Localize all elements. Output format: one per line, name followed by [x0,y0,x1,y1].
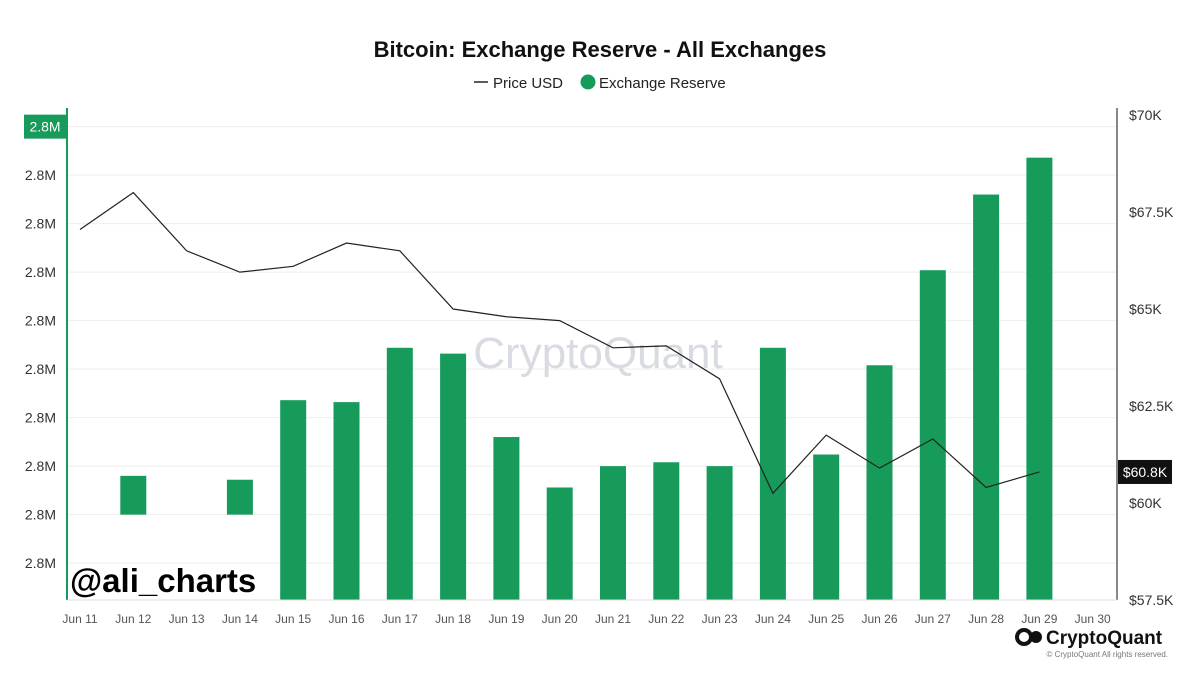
right-tick-label: $57.5K [1129,592,1174,608]
reserve-bar [706,466,733,600]
x-tick-label: Jun 18 [435,612,471,626]
legend-label-price: Price USD [493,75,563,92]
reserve-bar [1026,157,1053,600]
reserve-bar [600,466,626,600]
left-tick-label: 2.8M [25,410,56,426]
left-tick-label: 2.8M [25,361,56,377]
reserve-bar [546,487,573,600]
left-tick-label: 2.8M [25,264,56,280]
x-tick-label: Jun 16 [328,612,364,626]
x-axis-ticks: Jun 11 Jun 12 Jun 13 Jun 14 Jun 15 Jun 16 Jun … [62,612,1111,626]
left-axis-ticks: 2.8M2.8M2.8M2.8M2.8M2.8M2.8M2.8M2.8M2.8M [25,119,56,572]
reserve-bar [866,365,893,600]
brand-block: CryptoQuant © CryptoQuant All rights res… [1015,628,1169,659]
left-tick-label: 2.8M [25,458,56,474]
left-current-badge-bg [24,114,67,139]
x-tick-label: Jun 12 [115,612,151,626]
x-tick-label: Jun 23 [702,612,738,626]
legend-label-reserve: Exchange Reserve [599,75,726,92]
author-handle: @ali_charts [70,562,256,599]
price-line-layer [79,191,1040,495]
cryptoquant-logo-icon [1015,628,1042,646]
x-tick-label: Jun 21 [595,612,631,626]
watermark: CryptoQuant [473,329,722,378]
right-current-value: $60.8K [1123,464,1168,480]
x-tick-label: Jun 22 [648,612,684,626]
right-axis-ticks: $70K $67.5K $65K $62.5K $60K $57.5K [1129,107,1174,608]
reserve-bar [919,270,946,600]
legend: Price USD Exchange Reserve [474,74,726,92]
copyright-text: © CryptoQuant All rights reserved. [1047,650,1169,659]
reserve-bar [226,479,253,515]
left-tick-label: 2.8M [25,555,56,571]
x-tick-label: Jun 24 [755,612,791,626]
right-tick-label: $70K [1129,107,1162,123]
x-tick-label: Jun 19 [488,612,524,626]
reserve-bar [440,353,467,600]
right-current-badge: $60.8K [1118,459,1172,484]
x-tick-label: Jun 28 [968,612,1004,626]
x-tick-label: Jun 26 [861,612,897,626]
reserve-bar [653,462,680,600]
x-tick-label: Jun 20 [542,612,578,626]
x-tick-label: Jun 30 [1075,612,1111,626]
price-line [79,191,1040,495]
left-current-badge: 2.8M [24,114,67,139]
x-tick-label: Jun 15 [275,612,311,626]
left-tick-label: 2.8M [25,507,56,523]
left-tick-label: 2.8M [25,313,56,329]
right-tick-label: $62.5K [1129,398,1174,414]
right-tick-label: $65K [1129,301,1162,317]
x-tick-label: Jun 27 [915,612,951,626]
legend-dot-marker [580,74,596,90]
reserve-bar [493,437,520,600]
x-tick-label: Jun 25 [808,612,844,626]
left-current-value: 2.8M [29,119,60,135]
reserve-bar [280,400,307,600]
chart-title: Bitcoin: Exchange Reserve - All Exchange… [374,37,827,62]
reserve-bar [973,194,1000,601]
right-tick-label: $60K [1129,495,1162,511]
x-tick-label: Jun 11 [62,612,97,626]
right-tick-label: $67.5K [1129,204,1174,220]
reserve-bar [386,347,413,600]
x-tick-label: Jun 29 [1021,612,1057,626]
x-tick-label: Jun 13 [169,612,205,626]
left-tick-label: 2.8M [25,216,56,232]
x-tick-label: Jun 14 [222,612,258,626]
brand-name: CryptoQuant [1046,628,1163,649]
reserve-bar [333,402,360,600]
left-tick-label: 2.8M [25,167,56,183]
reserve-bars [120,157,1053,601]
reserve-bar [813,454,840,600]
right-current-badge-bg [1118,459,1172,484]
x-tick-label: Jun 17 [382,612,418,626]
reserve-bar [120,475,147,515]
